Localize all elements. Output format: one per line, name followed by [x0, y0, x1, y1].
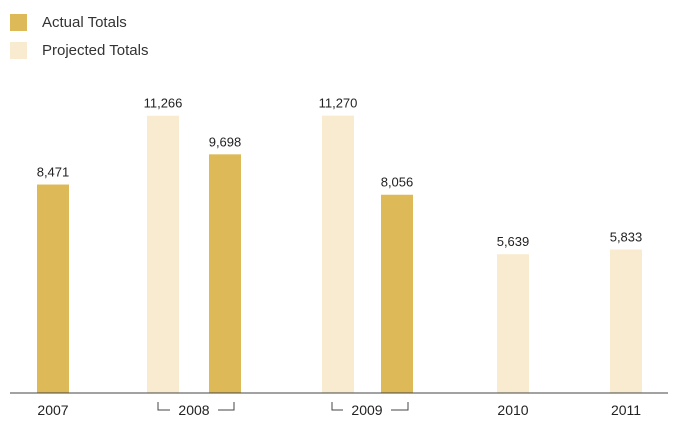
category-label-2008: 2008: [178, 402, 209, 418]
legend-swatch-projected: [10, 41, 27, 59]
bar-2007-actual: [37, 184, 69, 393]
bar-2008-projected: [147, 115, 179, 393]
value-labels-group: 8,471 11,266 9,698 11,270 8,056 5,639 5,833: [37, 96, 643, 250]
category-labels-group: 2007 2008 2009 2010 2011: [37, 402, 641, 418]
value-label-2007-actual: 8,471: [37, 165, 70, 180]
category-bracket-2009: [331, 402, 409, 411]
value-label-2011-projected: 5,833: [610, 229, 643, 244]
bar-2009-actual: [381, 194, 413, 393]
legend-item-actual: Actual Totals: [10, 8, 148, 36]
value-label-2009-projected: 11,270: [319, 96, 358, 111]
bar-2010-projected: [497, 254, 529, 393]
value-label-2008-projected: 11,266: [144, 96, 183, 111]
value-label-2008-actual: 9,698: [209, 134, 242, 149]
bar-2011-projected: [610, 249, 642, 393]
bars-group: [37, 115, 642, 394]
category-bracket-2008: [157, 402, 235, 411]
legend-swatch-actual: [10, 13, 27, 31]
legend-label-projected: Projected Totals: [42, 41, 149, 59]
category-label-2009: 2009: [351, 402, 382, 418]
category-label-2007: 2007: [37, 402, 68, 418]
value-label-2009-actual: 8,056: [381, 175, 414, 190]
legend-item-projected: Projected Totals: [10, 36, 148, 64]
bar-2008-actual: [209, 154, 241, 393]
category-label-2011: 2011: [611, 402, 641, 418]
value-label-2010-projected: 5,639: [497, 234, 530, 249]
legend-label-actual: Actual Totals: [42, 13, 127, 31]
category-label-2010: 2010: [497, 402, 528, 418]
bar-2009-projected: [322, 115, 354, 394]
legend: Actual Totals Projected Totals: [10, 8, 148, 64]
